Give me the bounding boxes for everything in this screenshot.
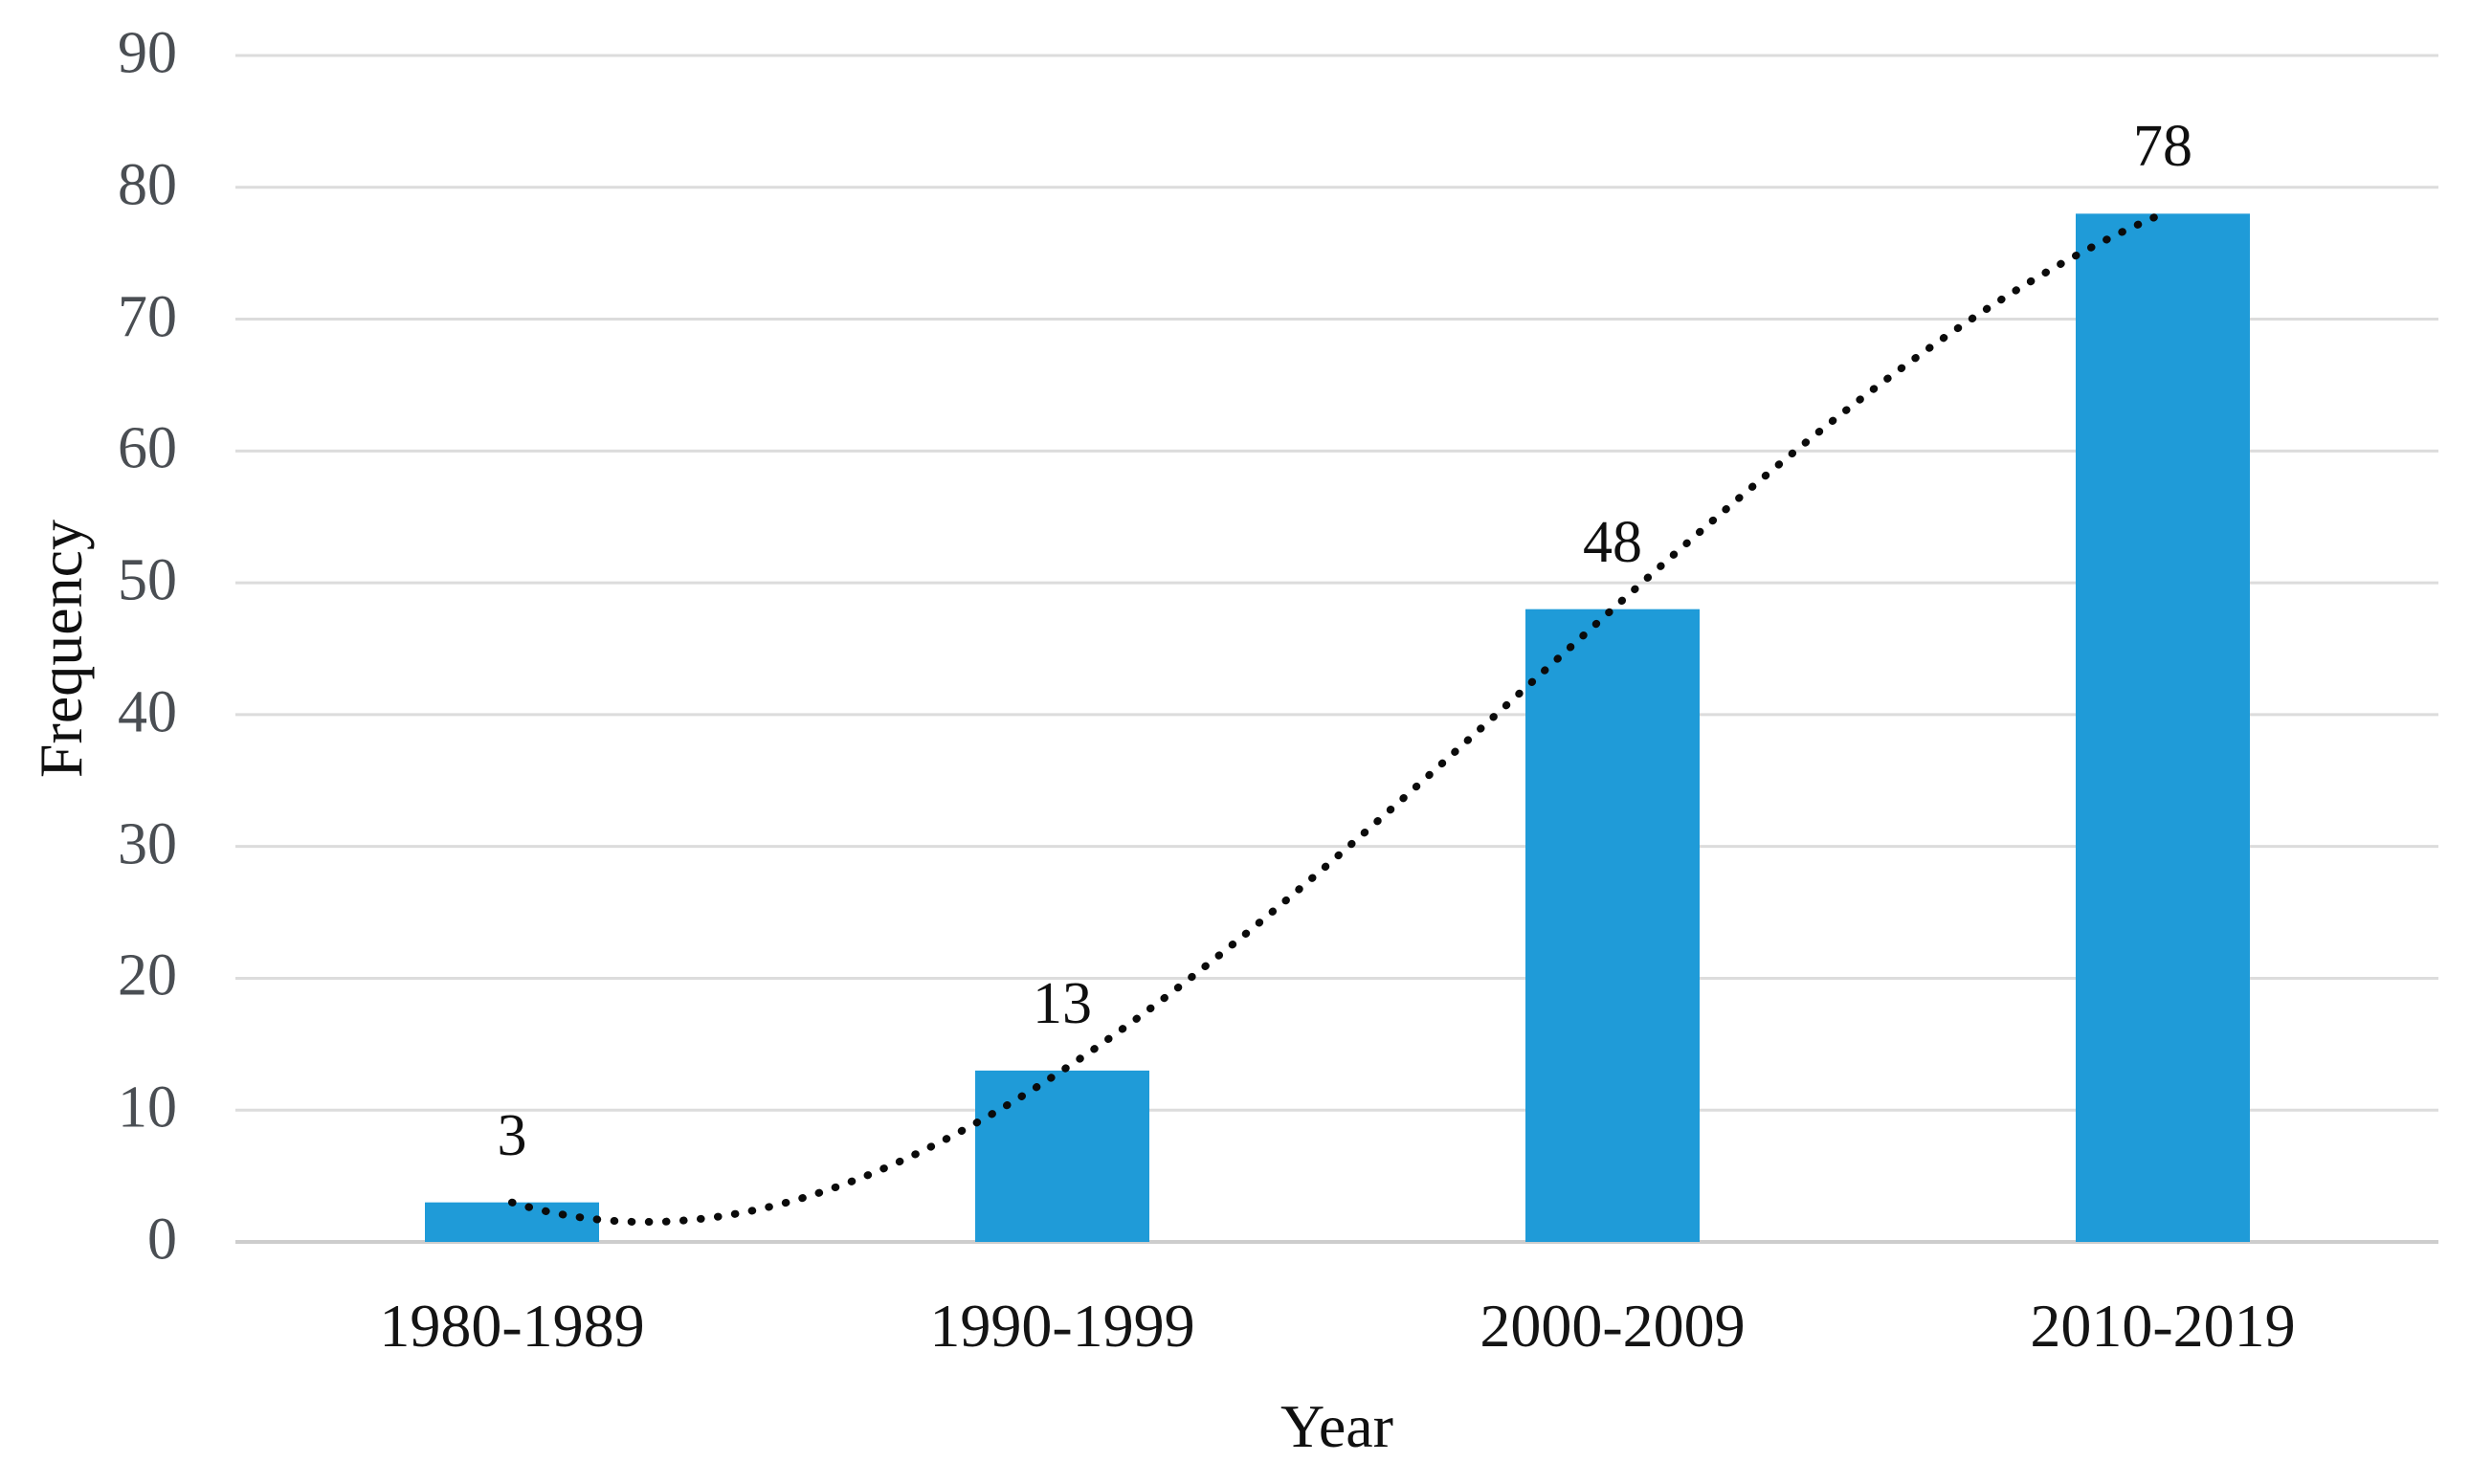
y-tick-label-50: 50: [118, 547, 177, 613]
bar-1990-1999: [975, 1070, 1149, 1242]
bar-2010-2019: [2076, 213, 2250, 1242]
y-tick-label-10: 10: [118, 1074, 177, 1141]
x-category-label-1980-1989: 1980-1989: [379, 1292, 645, 1360]
y-tick-label-90: 90: [118, 20, 177, 86]
bar-1980-1989: [425, 1202, 599, 1242]
y-tick-label-80: 80: [118, 152, 177, 218]
data-label-78: 78: [2133, 114, 2192, 180]
data-label-13: 13: [1033, 970, 1092, 1036]
data-label-48: 48: [1583, 509, 1642, 575]
x-category-label-1990-1999: 1990-1999: [929, 1292, 1195, 1360]
dotted-trendline: [508, 210, 2167, 1227]
x-category-label-2010-2019: 2010-2019: [2030, 1292, 2296, 1360]
y-tick-label-70: 70: [118, 284, 177, 350]
x-category-label-2000-2009: 2000-2009: [1480, 1292, 1746, 1360]
x-axis-title: Year: [1280, 1392, 1393, 1460]
y-tick-label-60: 60: [118, 415, 177, 481]
data-label-3: 3: [497, 1102, 527, 1168]
y-axis-title: Frequency: [27, 519, 95, 779]
y-tick-label-30: 30: [118, 811, 177, 877]
y-tick-label-20: 20: [118, 942, 177, 1008]
y-tick-label-0: 0: [147, 1207, 177, 1273]
y-tick-label-40: 40: [118, 679, 177, 745]
bar-2000-2009: [1525, 609, 1700, 1242]
